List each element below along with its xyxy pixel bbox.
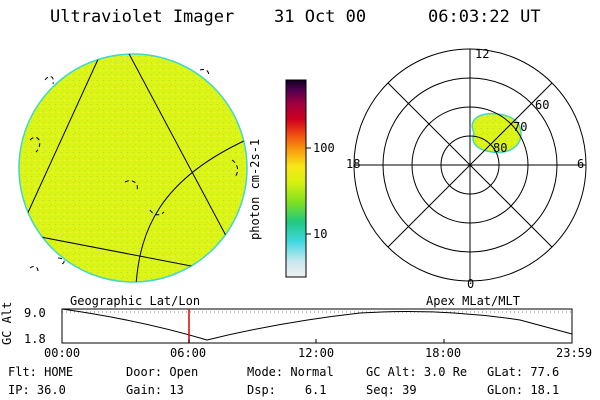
footer-glon: GLon: 18.1 — [487, 384, 559, 396]
altitude-timeline — [61, 308, 573, 344]
footer-gc-alt: GC Alt: 3.0 Re — [366, 366, 467, 378]
lat-label-60: 60 — [535, 98, 550, 112]
mode-label: Mode: — [247, 365, 284, 379]
date-label: 31 Oct 00 — [274, 7, 367, 27]
footer-ip: IP: 36.0 — [8, 384, 66, 396]
lat-label-70: 70 — [513, 120, 528, 134]
glon-value: 18.1 — [530, 383, 560, 397]
glat-label: GLat: — [487, 365, 524, 379]
gain-value: 13 — [169, 383, 184, 397]
glat-value: 77.6 — [530, 365, 560, 379]
mode-value: Normal — [290, 365, 334, 379]
timeline-xtick-1800: 18:00 — [425, 346, 462, 360]
time-label: 06:03:22 UT — [428, 7, 541, 27]
timeline-axis-label: GC Alt — [0, 301, 14, 345]
timeline-right-caption: Apex MLat/MLT — [426, 294, 520, 308]
gc-alt-value: 3.0 Re — [423, 365, 468, 379]
footer-gain: Gain: 13 — [126, 384, 184, 396]
footer-door: Door: Open — [126, 366, 198, 378]
footer-flt: Flt: HOME — [8, 366, 73, 378]
mlt-label-18: 18 — [346, 157, 361, 171]
dsp-value: 6.1 — [304, 383, 327, 397]
timeline-xtick-2359: 23:59 — [556, 346, 593, 360]
geographic-image — [18, 53, 248, 283]
timeline-xtick-0600: 06:00 — [170, 346, 207, 360]
dsp-label: Dsp: — [247, 383, 276, 397]
seq-value: 39 — [402, 383, 417, 397]
instrument-title: Ultraviolet Imager — [50, 7, 235, 27]
gc-alt-label: GC Alt: — [366, 365, 417, 379]
colorbar-tick-10: 10 — [313, 227, 328, 241]
mlt-label-12: 12 — [475, 47, 490, 61]
footer-dsp: Dsp: 6.1 — [247, 384, 327, 396]
footer-seq: Seq: 39 — [366, 384, 417, 396]
colorbar — [285, 79, 311, 278]
seq-label: Seq: — [366, 383, 395, 397]
door-label: Door: — [126, 365, 163, 379]
lat-label-80: 80 — [493, 141, 508, 155]
timeline-xtick-1200: 12:00 — [298, 346, 335, 360]
door-value: Open — [169, 365, 199, 379]
mlt-label-0: 0 — [467, 277, 475, 291]
glon-label: GLon: — [487, 383, 524, 397]
flt-label: Flt: — [8, 365, 37, 379]
timeline-xtick-0000: 00:00 — [44, 346, 81, 360]
footer-mode: Mode: Normal — [247, 366, 334, 378]
footer-glat: GLat: 77.6 — [487, 366, 559, 378]
timeline-ytick-top: 9.0 — [24, 306, 46, 320]
gain-label: Gain: — [126, 383, 163, 397]
timeline-left-caption: Geographic Lat/Lon — [70, 294, 201, 308]
ip-value: 36.0 — [36, 383, 66, 397]
timeline-ytick-bottom: 1.8 — [24, 332, 46, 346]
colorbar-unit-label: photon cm-2s-1 — [248, 138, 262, 240]
flt-value: HOME — [44, 365, 74, 379]
mlt-label-6: 6 — [577, 157, 585, 171]
colorbar-tick-100: 100 — [313, 141, 335, 155]
ip-label: IP: — [8, 383, 30, 397]
polar-plot — [353, 48, 587, 282]
